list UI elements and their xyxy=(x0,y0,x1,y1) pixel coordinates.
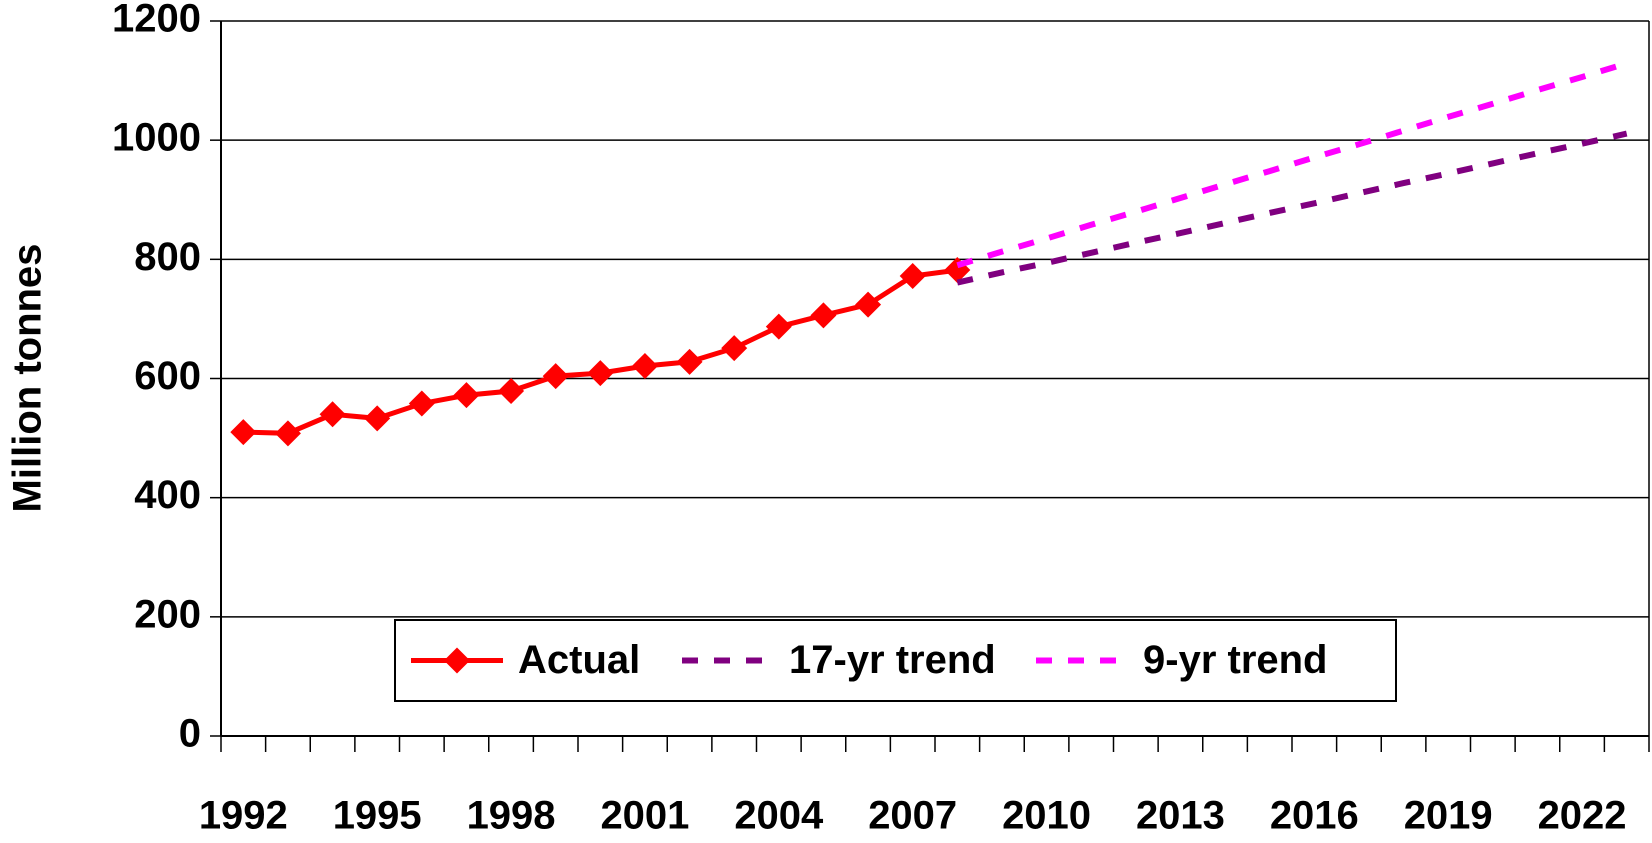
x-tick-label: 2010 xyxy=(1002,794,1091,838)
x-tick-label: 1998 xyxy=(467,794,556,838)
x-tick-label: 2019 xyxy=(1404,794,1493,838)
legend-label: 17-yr trend xyxy=(789,638,996,682)
y-tick-label: 400 xyxy=(134,473,201,517)
y-tick-label: 200 xyxy=(134,592,201,636)
x-tick-label: 2013 xyxy=(1136,794,1225,838)
data-point xyxy=(408,390,435,417)
x-tick-label: 2022 xyxy=(1538,794,1627,838)
y-tick-label: 0 xyxy=(179,712,201,756)
data-point xyxy=(631,352,658,379)
y-axis-label: Million tonnes xyxy=(6,244,50,513)
series-line xyxy=(956,60,1628,269)
series-line xyxy=(243,267,958,436)
x-tick-label: 1995 xyxy=(333,794,422,838)
data-point xyxy=(453,382,480,409)
data-point xyxy=(274,420,301,447)
y-tick-label: 600 xyxy=(134,354,201,398)
legend-label: Actual xyxy=(518,638,640,682)
x-tick-label: 1992 xyxy=(199,794,288,838)
data-point xyxy=(364,405,391,432)
data-point xyxy=(676,348,703,375)
y-tick-label: 1000 xyxy=(112,116,201,160)
data-point xyxy=(810,302,837,329)
series-line xyxy=(956,130,1628,286)
data-point xyxy=(721,335,748,362)
x-tick-label: 2004 xyxy=(734,794,824,838)
data-point xyxy=(498,378,525,405)
legend-label: 9-yr trend xyxy=(1143,638,1328,682)
data-point xyxy=(587,360,614,387)
legend-box xyxy=(394,619,1397,702)
y-tick-label: 800 xyxy=(134,235,201,279)
data-point xyxy=(899,263,926,290)
x-tick-label: 2016 xyxy=(1270,794,1359,838)
data-point xyxy=(319,401,346,428)
data-point xyxy=(542,363,569,390)
data-point xyxy=(855,291,882,318)
legend-marker xyxy=(444,647,470,674)
data-point xyxy=(230,419,257,446)
x-tick-label: 2001 xyxy=(600,794,689,838)
y-tick-label: 1200 xyxy=(112,0,201,41)
data-point xyxy=(765,313,792,340)
x-tick-label: 2007 xyxy=(868,794,957,838)
